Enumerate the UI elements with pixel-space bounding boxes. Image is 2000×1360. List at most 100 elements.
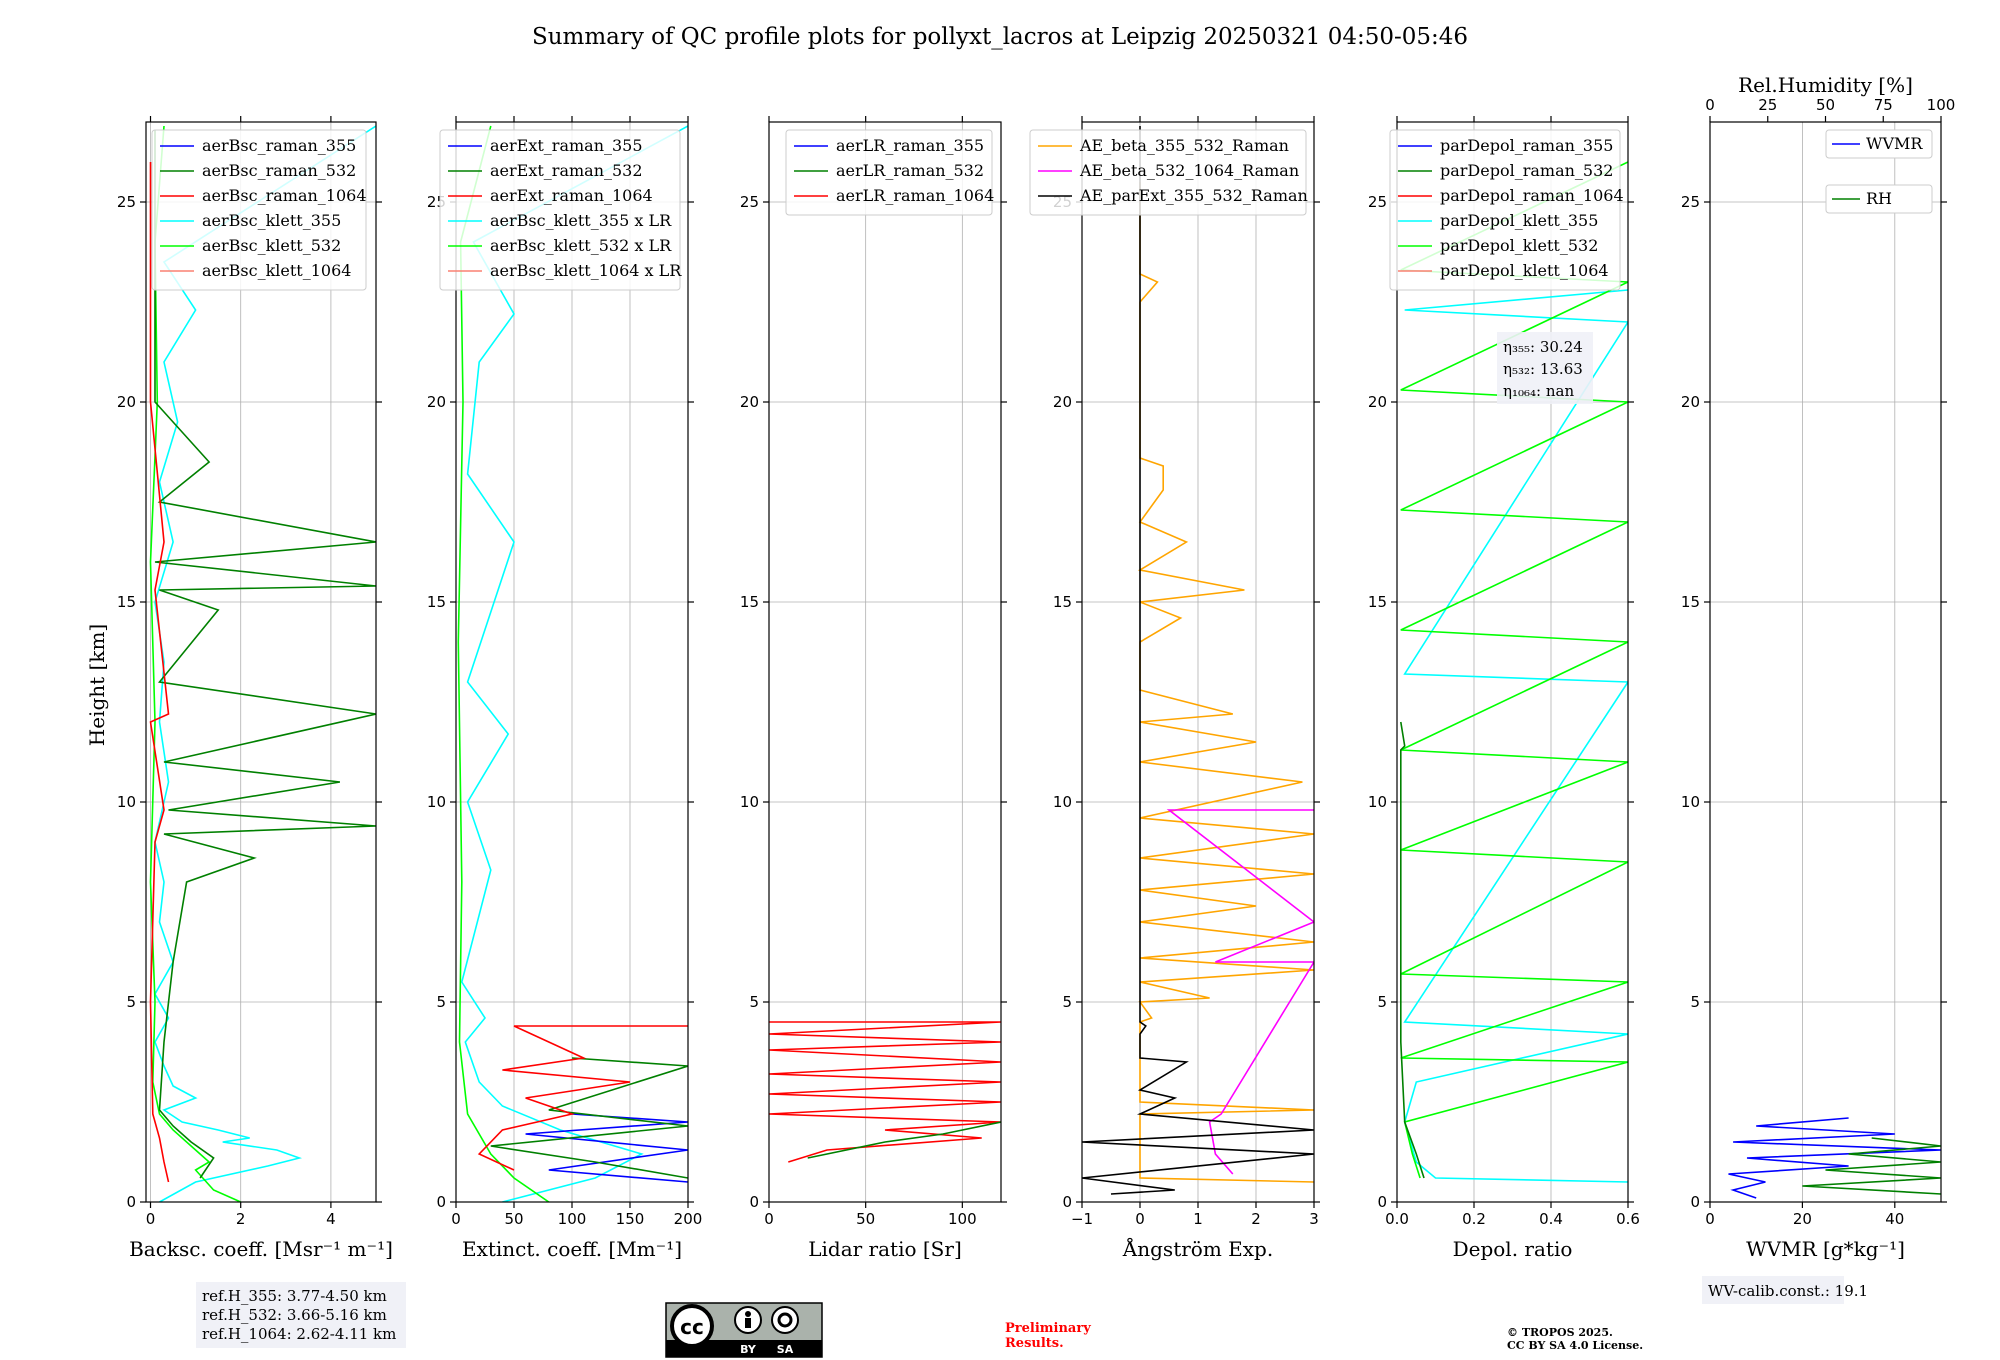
refh-box: ref.H_355: 3.77-4.50 km ref.H_532: 3.66-… — [196, 1282, 406, 1348]
legend-entry: aerExt_raman_532 — [490, 161, 643, 180]
series-rh — [1802, 1137, 1941, 1195]
x-tick-label: 0.2 — [1462, 1210, 1486, 1228]
panel-frame — [1709, 121, 1942, 1203]
eta-annotation: η₃₅₅: 30.24 — [1503, 338, 1583, 356]
x-tick-label: 2 — [236, 1210, 246, 1228]
panel-frame — [145, 121, 377, 1203]
wv-calib-box: WV-calib.const.: 19.1 — [1702, 1276, 1868, 1304]
legend-entry: parDepol_raman_1064 — [1440, 186, 1624, 205]
y-tick-label: 5 — [1062, 993, 1072, 1011]
legend-entry: parDepol_klett_532 — [1440, 236, 1598, 255]
refh-1064: ref.H_1064: 2.62-4.11 km — [202, 1325, 396, 1343]
sa-share-icon — [771, 1306, 799, 1334]
legend-box — [1389, 129, 1621, 291]
y-tick-label: 20 — [1681, 393, 1700, 411]
series-aerlr-raman-532 — [807, 1121, 1001, 1159]
top-x-axis-label: Rel.Humidity [%] — [1738, 73, 1913, 97]
y-tick-label: 10 — [427, 793, 446, 811]
legend-entry: WVMR — [1866, 134, 1923, 153]
results-label: Results. — [1005, 1336, 1064, 1351]
x-tick-label: −1 — [1071, 1210, 1093, 1228]
series-aerext-raman-1064 — [477, 1025, 688, 1171]
series-aerext-raman-355 — [525, 1113, 688, 1183]
legend-entry: aerBsc_klett_532 x LR — [490, 236, 672, 255]
y-axis-label: Height [km] — [85, 624, 109, 746]
y-tick-label: 5 — [1690, 993, 1700, 1011]
x-tick-label: 3 — [1309, 1210, 1319, 1228]
legend-depol: parDepol_raman_355 parDepol_raman_532 parD… — [1389, 129, 1624, 291]
top-x-tick-label: 0 — [1705, 96, 1715, 114]
x-tick-label: 4 — [326, 1210, 336, 1228]
y-tick-label: 15 — [427, 593, 446, 611]
x-axis-label: Lidar ratio [Sr] — [808, 1237, 962, 1261]
x-tick-label: 40 — [1885, 1210, 1904, 1228]
x-tick-label: 20 — [1793, 1210, 1812, 1228]
series-aerbsc-raman-1064 — [149, 162, 170, 1183]
x-tick-label: 0.6 — [1616, 1210, 1640, 1228]
legend-entry: aerLR_raman_355 — [836, 136, 984, 155]
legend-ae: AE_beta_355_532_Raman AE_beta_532_1064_Ra… — [1029, 129, 1308, 216]
legend-entry: AE_parExt_355_532_Raman — [1079, 186, 1308, 205]
panel-frame — [768, 121, 1002, 1203]
refh-355: ref.H_355: 3.77-4.50 km — [202, 1287, 387, 1305]
preliminary-label: Preliminary — [1005, 1321, 1091, 1336]
legend-entry: aerExt_raman_1064 — [490, 186, 653, 205]
y-tick-label: 20 — [117, 393, 136, 411]
x-tick-label: 100 — [948, 1210, 977, 1228]
panel-frame — [1396, 121, 1629, 1203]
legend-box — [151, 129, 367, 291]
x-tick-label: 0 — [764, 1210, 774, 1228]
by-person-head — [745, 1311, 751, 1317]
legend-entry: AE_beta_532_1064_Raman — [1079, 161, 1299, 180]
legend-entry: parDepol_klett_355 — [1440, 211, 1598, 230]
y-tick-label: 10 — [1681, 793, 1700, 811]
series-ae-beta-355-532-raman — [1137, 182, 1314, 1183]
y-tick-label: 20 — [1053, 393, 1072, 411]
legend-entry: aerBsc_klett_355 x LR — [490, 211, 672, 230]
top-x-tick-label: 50 — [1816, 96, 1835, 114]
panel-lr: 0 50 100 0 5 10 15 20 25 Lidar ratio [Sr] aerLR_ra… — [740, 116, 1007, 1261]
series-aerext-raman-532 — [490, 1057, 688, 1179]
x-tick-label: 1 — [1193, 1210, 1203, 1228]
legend-entry: aerExt_raman_355 — [490, 136, 643, 155]
x-axis-label: Depol. ratio — [1453, 1237, 1573, 1261]
by-person-body — [745, 1318, 751, 1328]
legend-entry: aerBsc_raman_532 — [202, 161, 356, 180]
legend-lr: aerLR_raman_355 aerLR_raman_532 aerLR_rama… — [785, 129, 994, 216]
series-aerbsc-klett-355-x-lr — [460, 125, 688, 1202]
x-tick-label: 50 — [504, 1210, 523, 1228]
x-axis-label: WVMR [g*kg⁻¹] — [1746, 1237, 1905, 1261]
legend-entry: aerLR_raman_532 — [836, 161, 984, 180]
x-axis-label: Extinct. coeff. [Mm⁻¹] — [462, 1237, 682, 1261]
refh-532: ref.H_532: 3.66-5.16 km — [202, 1306, 387, 1324]
panel-lr-series — [769, 1021, 1001, 1163]
y-tick-label: 5 — [436, 993, 446, 1011]
legend-entry: aerBsc_klett_532 — [202, 236, 341, 255]
legend-entry: AE_beta_355_532_Raman — [1079, 136, 1289, 155]
panel-wv-series — [1728, 1117, 1941, 1199]
y-tick-label: 15 — [1053, 593, 1072, 611]
y-tick-label: 0 — [1377, 1193, 1387, 1211]
x-tick-label: 50 — [856, 1210, 875, 1228]
y-tick-label: 5 — [1377, 993, 1387, 1011]
legend-ext: aerExt_raman_355 aerExt_raman_532 aerExt_r… — [439, 129, 682, 291]
panel-ae: −101230510152025Ångström Exp.AE_beta_355… — [1029, 116, 1320, 1261]
x-tick-label: 0.4 — [1539, 1210, 1563, 1228]
eta-annotation: η₅₃₂: 13.63 — [1503, 360, 1583, 378]
y-tick-label: 15 — [117, 593, 136, 611]
eta-annotations: η₃₅₅: 30.24 η₅₃₂: 13.63 η₁₀₆₄: nan — [1497, 332, 1593, 404]
y-tick-label: 15 — [740, 593, 759, 611]
y-tick-label: 10 — [1368, 793, 1387, 811]
y-tick-label: 0 — [126, 1193, 136, 1211]
y-tick-label: 5 — [749, 993, 759, 1011]
legend-box — [1825, 129, 1933, 159]
panel-ext-series — [457, 125, 688, 1202]
legend-entry: parDepol_raman_355 — [1440, 136, 1613, 155]
y-tick-label: 15 — [1368, 593, 1387, 611]
y-tick-label: 0 — [1062, 1193, 1072, 1211]
panel-wv: 0 20 40 0 5 10 15 20 25 WVMR [g*kg⁻¹] 0 25 50 75 100 Re… — [1681, 73, 1955, 1261]
legend-entry: aerLR_raman_1064 — [836, 186, 994, 205]
